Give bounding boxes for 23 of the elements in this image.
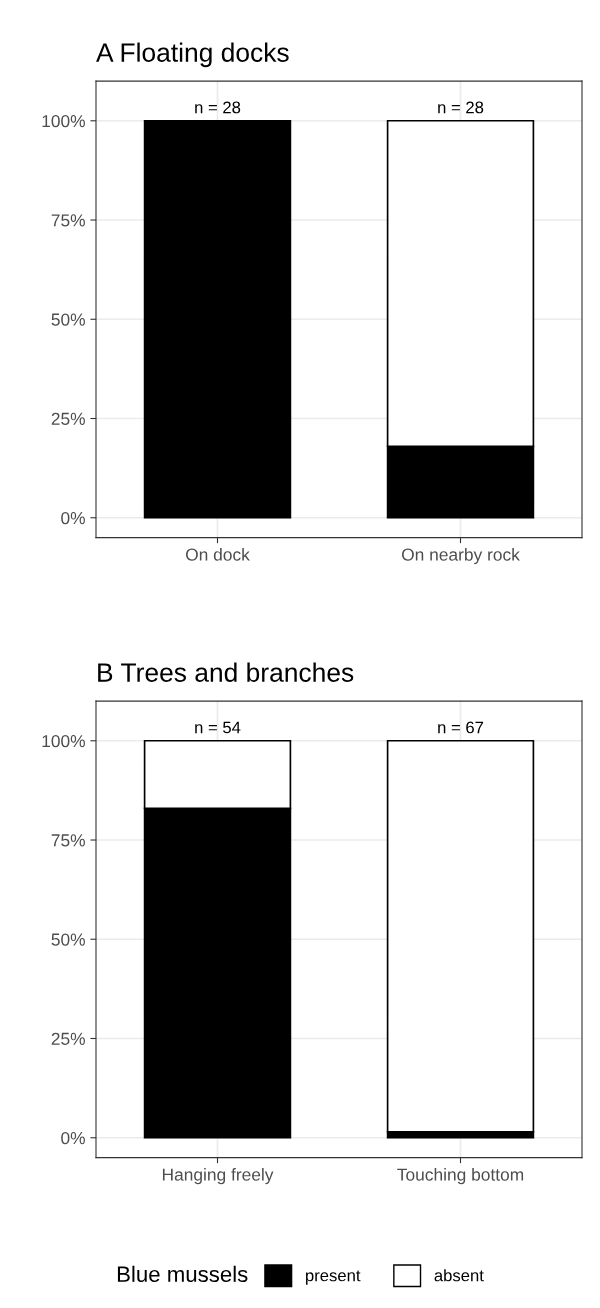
x-tick-label: On nearby rock	[401, 548, 520, 565]
annotation: n = 67	[438, 721, 484, 734]
annotation: n = 28	[195, 101, 241, 114]
legend-title: Blue mussels	[117, 1265, 248, 1283]
legend-label: present	[306, 1270, 361, 1285]
x-tick-label: Hanging freely	[162, 1168, 274, 1185]
y-tick-label: 25%	[51, 1032, 85, 1045]
y-tick-label: 75%	[51, 214, 85, 227]
x-tick-label: On dock	[186, 548, 250, 561]
annotation: n = 54	[195, 721, 241, 734]
y-tick-label: 50%	[51, 933, 85, 946]
y-tick-label: 100%	[42, 114, 85, 128]
annotation: n = 28	[438, 101, 484, 114]
y-tick-label: 100%	[42, 734, 85, 748]
legend-label: absent	[434, 1269, 484, 1282]
chart-title: B Trees and branches	[98, 662, 354, 682]
y-tick-label: 50%	[51, 313, 85, 326]
y-tick-label: 0%	[61, 1131, 85, 1145]
chart-title: A Floating docks	[96, 42, 289, 68]
y-tick-label: 0%	[61, 511, 85, 525]
y-tick-label: 25%	[51, 412, 85, 425]
x-tick-label: Touching bottom	[397, 1168, 524, 1185]
y-tick-label: 75%	[51, 834, 85, 847]
